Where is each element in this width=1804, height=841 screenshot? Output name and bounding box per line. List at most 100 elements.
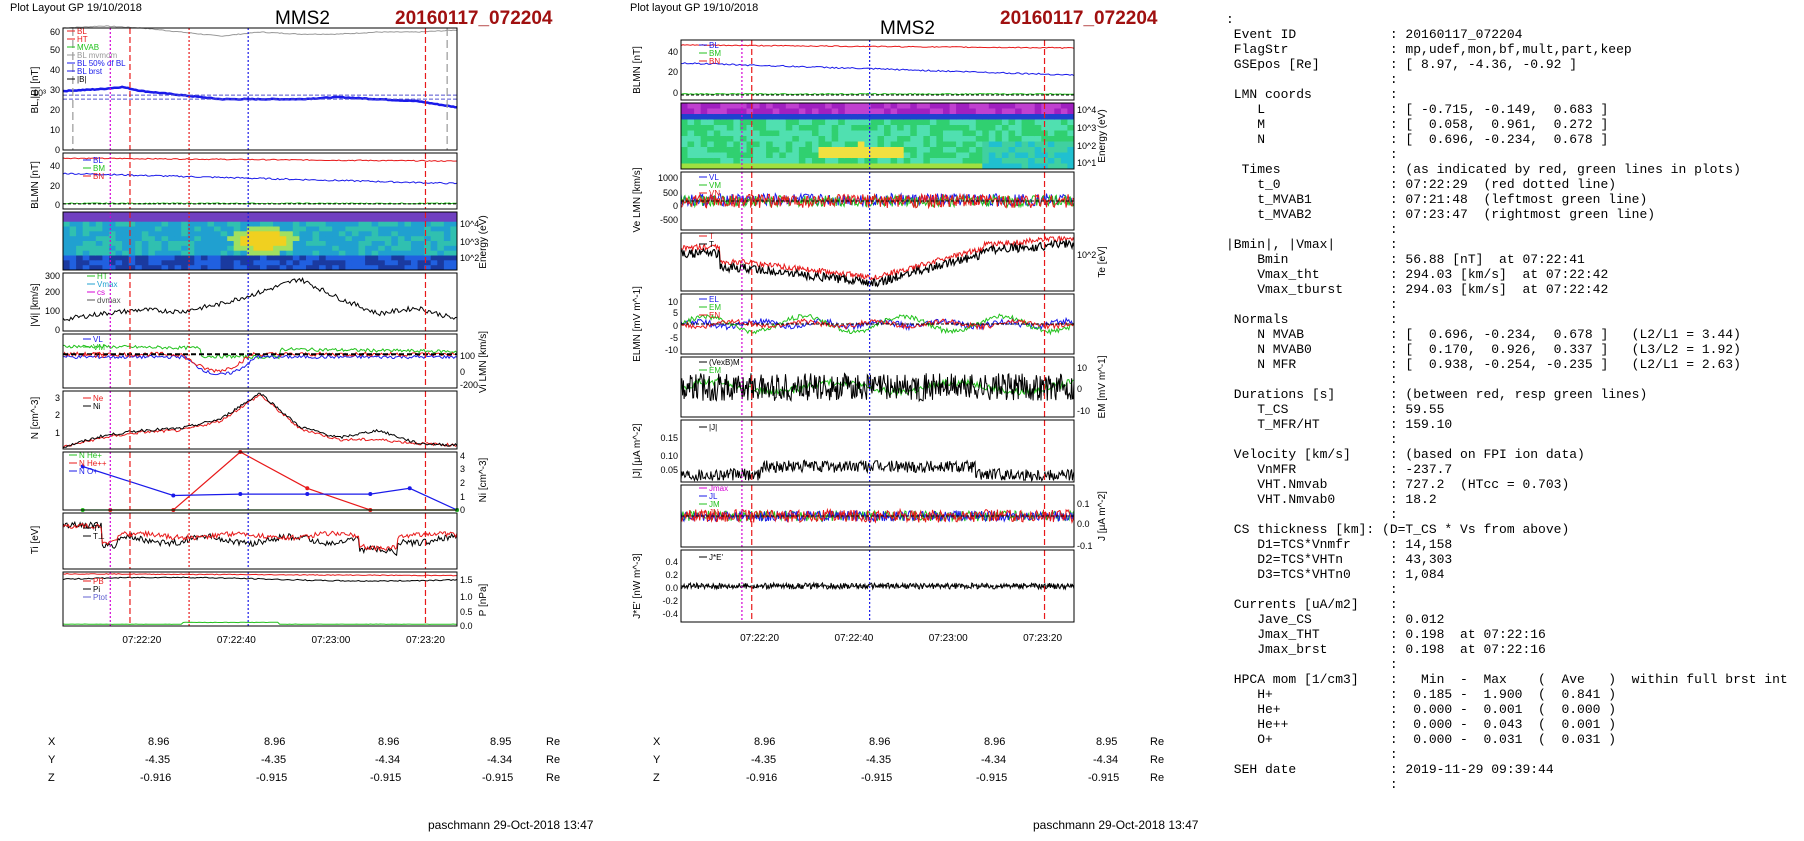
panel-frame — [680, 419, 1075, 483]
spectrogram-cell — [220, 255, 228, 261]
spectrogram-cell — [759, 136, 767, 142]
spectrogram-cell — [122, 212, 130, 218]
ion-spectrogram — [63, 212, 458, 271]
spectrogram-cell — [746, 108, 754, 115]
spectrogram-cell — [450, 245, 458, 252]
spectrogram-cell — [694, 130, 702, 137]
spectrogram-cell — [102, 236, 110, 242]
spectrogram-cell — [443, 250, 451, 256]
spectrogram-cell — [187, 221, 195, 227]
spectrogram-cell — [943, 158, 950, 164]
spectrogram-cell — [332, 265, 340, 271]
spectrogram-cell — [798, 103, 806, 109]
spectrogram-cell — [772, 125, 780, 131]
spectrogram-cell — [148, 212, 156, 218]
info-line: : — [1389, 657, 1398, 672]
spectrogram-cell — [1047, 130, 1055, 137]
spectrogram-cell — [825, 147, 833, 153]
spectrogram-cell — [430, 255, 438, 261]
spectrogram-cell — [1034, 125, 1042, 131]
spectrogram-cell — [154, 226, 162, 232]
spectrogram-cell — [929, 152, 937, 159]
spectrogram-cell — [949, 125, 957, 131]
spectrogram-cell — [161, 241, 169, 247]
spectrogram-cell — [135, 221, 143, 227]
spectrogram-cell — [345, 212, 353, 218]
panel-frame — [680, 232, 1075, 292]
spectrogram-cell — [805, 114, 813, 120]
spectrogram-cell — [135, 236, 143, 242]
info-line: t_MVAB1 : 07:21:48 (leftmost green line) — [1257, 192, 1648, 207]
spectrogram-cell — [700, 130, 708, 137]
y-tick-label: 1000 — [658, 173, 678, 183]
spectrogram-cell — [988, 163, 996, 170]
spectrogram-cell — [949, 136, 957, 142]
spectrogram-cell — [798, 147, 806, 153]
spectrogram-cell — [929, 158, 937, 164]
spectrogram-cell — [292, 231, 300, 237]
info-line: Event ID : 20160117_072204 — [1233, 27, 1523, 42]
spectrogram-cell — [988, 136, 996, 142]
spectrogram-cell — [726, 119, 734, 126]
spectrogram-cell — [1047, 114, 1055, 120]
spectrogram-cell — [844, 119, 852, 126]
spectrogram-cell — [805, 152, 813, 159]
spectrogram-cell — [890, 147, 898, 153]
y-tick-label: 0 — [1077, 384, 1082, 394]
spectrogram-cell — [161, 216, 169, 223]
spectrogram-cell — [141, 250, 149, 256]
spectrogram-cell — [233, 241, 241, 247]
spectrogram-cell — [378, 236, 386, 242]
spectrogram-cell — [753, 103, 761, 109]
spectrogram-cell — [200, 245, 208, 252]
spectrogram-cell — [1015, 136, 1023, 142]
spectrogram-cell — [779, 125, 787, 131]
legend-label: HT — [77, 35, 88, 44]
y-tick-label: 10^1 — [1077, 158, 1096, 168]
info-line: SEH date : 2019-11-29 09:39:44 — [1233, 762, 1554, 777]
spectrogram-cell — [877, 163, 885, 170]
spectrogram-cell — [306, 216, 314, 223]
left-panel-2 — [62, 211, 458, 271]
spectrogram-cell — [233, 226, 241, 232]
spectrogram-cell — [1067, 130, 1075, 137]
spectrogram-cell — [154, 231, 162, 237]
spectrogram-cell — [916, 125, 924, 131]
coord-x-value: 8.96 — [148, 736, 170, 748]
spectrogram-cell — [351, 236, 359, 242]
spectrogram-cell — [739, 158, 747, 164]
spectrogram-cell — [115, 260, 123, 266]
spectrogram-cell — [214, 260, 222, 266]
spectrogram-cell — [220, 265, 228, 271]
ve-n-line — [680, 192, 1075, 210]
spectrogram-cell — [240, 236, 248, 242]
spectrogram-cell — [266, 241, 274, 247]
panel-frame — [680, 171, 1075, 231]
spectrogram-cell — [884, 103, 891, 109]
ti-tick-label: 10³ — [33, 88, 46, 98]
spectrogram-cell — [200, 250, 208, 256]
spectrogram-cell — [753, 125, 761, 131]
spectrogram-cell — [194, 226, 202, 232]
spectrogram-cell — [877, 147, 885, 153]
coord-label-z: Z — [653, 772, 660, 784]
spectrogram-cell — [936, 158, 944, 164]
spectrogram-cell — [1060, 125, 1068, 131]
spectrogram-cell — [726, 103, 734, 109]
spectrogram-cell — [253, 212, 261, 218]
info-line: Normals : — [1233, 312, 1398, 327]
spectrogram-cell — [411, 231, 419, 237]
spectrogram-cell — [877, 152, 885, 159]
coord-label-y: Y — [653, 754, 661, 766]
spectrogram-cell — [746, 147, 754, 153]
spacecraft-title-right: MMS2 — [880, 18, 935, 39]
info-line: t_0 : 07:22:29 (red dotted line) — [1257, 177, 1617, 192]
spectrogram-cell — [1008, 119, 1016, 126]
spectrogram-cell — [857, 108, 865, 115]
spectrogram-cell — [923, 152, 931, 159]
spectrogram-cell — [345, 241, 353, 247]
footer-author-left: paschmann 29-Oct-2018 13:47 — [428, 818, 594, 832]
spectrogram-cell — [864, 119, 872, 126]
spectrogram-cell — [141, 265, 149, 271]
